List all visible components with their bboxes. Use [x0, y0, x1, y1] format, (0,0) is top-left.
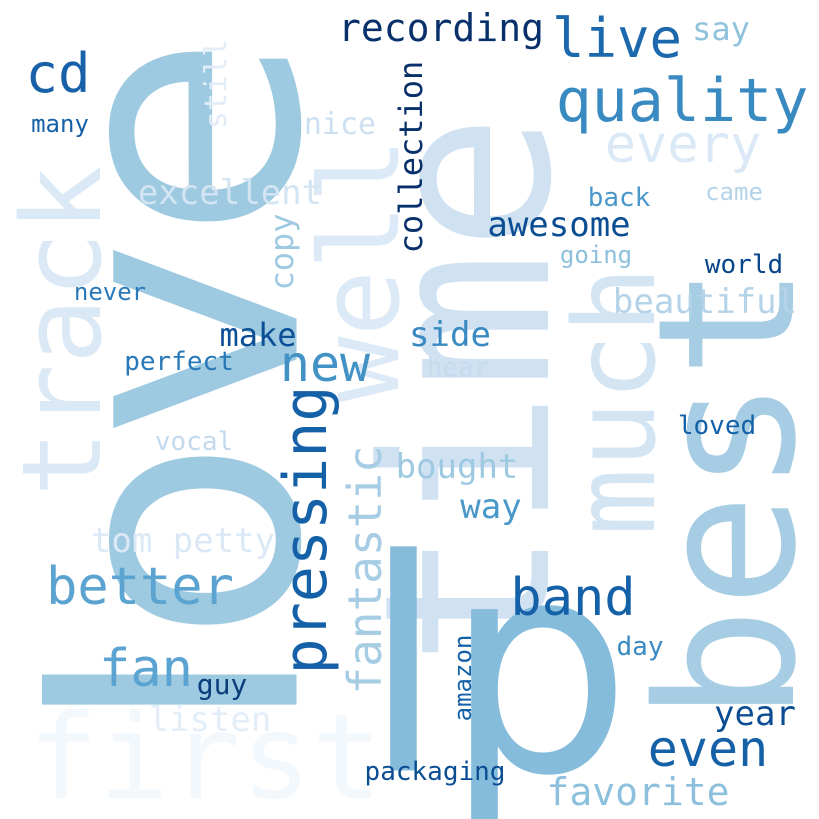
- word-perfect: perfect: [124, 347, 234, 377]
- word-world: world: [704, 250, 784, 280]
- word-many: many: [31, 110, 89, 138]
- word-track: track: [0, 165, 126, 497]
- word-awesome: awesome: [487, 205, 631, 245]
- word-fan: fan: [99, 639, 193, 699]
- word-amazon: amazon: [449, 634, 477, 722]
- word-band: band: [510, 568, 636, 628]
- word-new: new: [279, 335, 371, 393]
- word-loved: loved: [677, 411, 757, 441]
- word-packaging: packaging: [364, 757, 506, 787]
- word-fantastic: fantastic: [338, 445, 392, 695]
- word-excellent: excellent: [137, 173, 323, 213]
- word-came: came: [705, 178, 763, 206]
- word-bought: bought: [395, 447, 519, 487]
- word-still: still: [199, 38, 234, 130]
- word-vocal: vocal: [154, 427, 234, 457]
- word-first: first: [27, 688, 383, 819]
- word-even: even: [647, 720, 769, 778]
- word-recording: recording: [338, 6, 544, 50]
- word-copy: copy: [263, 213, 301, 291]
- word-lp: lp: [362, 496, 632, 819]
- word-quality: quality: [555, 66, 809, 136]
- word-nice: nice: [303, 107, 377, 142]
- word-make: make: [219, 316, 297, 354]
- word-tom-petty: tom petty: [90, 521, 276, 561]
- word-beautiful: beautiful: [612, 282, 798, 322]
- word-say: say: [692, 10, 750, 48]
- word-side: side: [409, 315, 491, 355]
- word-back: back: [587, 183, 651, 213]
- word-cd: cd: [25, 42, 91, 105]
- word-listen: listen: [148, 700, 272, 740]
- word-never: never: [73, 278, 147, 306]
- word-way: way: [460, 487, 522, 527]
- word-every: every: [604, 115, 762, 175]
- word-favorite: favorite: [546, 770, 730, 814]
- word-collection: collection: [392, 60, 430, 254]
- word-hear: hear: [426, 353, 490, 383]
- word-going: going: [559, 241, 633, 269]
- word-pressing: pressing: [271, 385, 341, 675]
- word-live: live: [551, 7, 683, 70]
- word-year: year: [714, 694, 796, 734]
- word-better: better: [46, 557, 234, 617]
- word-day: day: [616, 632, 664, 662]
- word-guy: guy: [196, 668, 248, 701]
